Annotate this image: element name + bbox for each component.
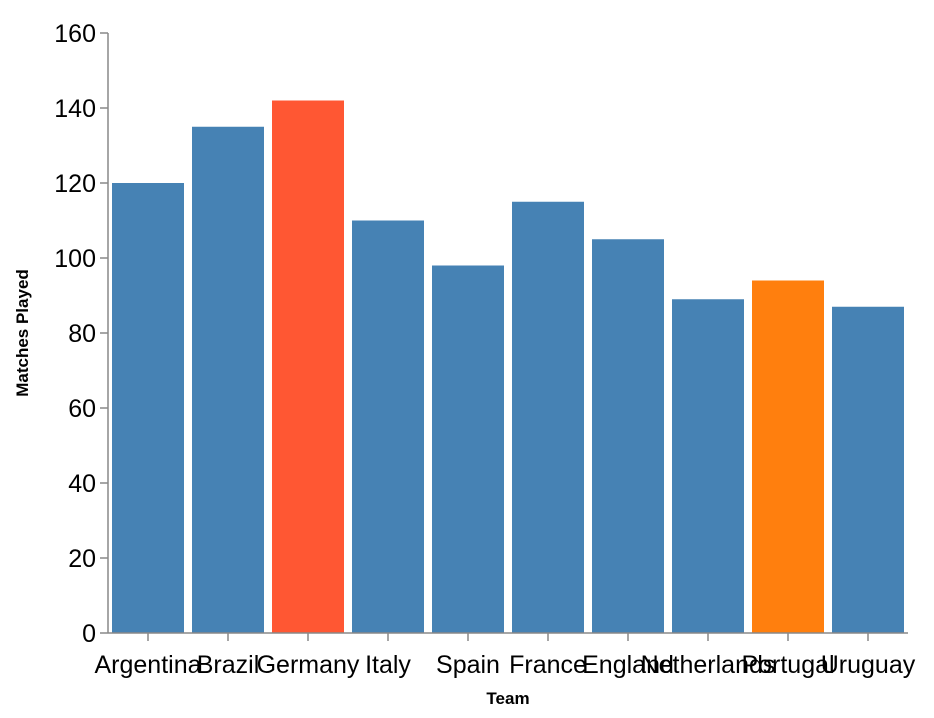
x-tick-label: Portugal bbox=[741, 651, 834, 679]
bar-portugal bbox=[752, 280, 824, 633]
bar-england bbox=[592, 239, 664, 633]
y-tick-label: 80 bbox=[68, 320, 96, 348]
x-tick-label: Brazil bbox=[197, 651, 260, 679]
x-tick-label: Spain bbox=[436, 651, 500, 679]
bar-argentina bbox=[112, 183, 184, 633]
y-tick-label: 40 bbox=[68, 470, 96, 498]
x-tick-label: Germany bbox=[257, 651, 360, 679]
y-tick-label: 0 bbox=[82, 620, 96, 648]
bar-france bbox=[512, 201, 584, 633]
y-tick-label: 140 bbox=[54, 95, 96, 123]
x-tick-label: Argentina bbox=[94, 651, 201, 679]
y-tick-label: 160 bbox=[54, 20, 96, 48]
bars-group bbox=[112, 100, 904, 633]
bar-italy bbox=[352, 220, 424, 633]
bar-germany bbox=[272, 100, 344, 633]
bar-spain bbox=[432, 265, 504, 633]
y-tick-label: 100 bbox=[54, 245, 96, 273]
y-axis-title: Matches Played bbox=[13, 269, 32, 397]
y-tick-label: 60 bbox=[68, 395, 96, 423]
y-axis: 0 20 40 60 80 100 120 140 160 bbox=[54, 20, 109, 648]
x-tick-label: Uruguay bbox=[821, 651, 916, 679]
x-tick-label: Italy bbox=[365, 651, 411, 679]
bar-uruguay bbox=[832, 306, 904, 633]
bar-brazil bbox=[192, 126, 264, 633]
y-tick-label: 120 bbox=[54, 170, 96, 198]
x-tick-label: France bbox=[509, 651, 587, 679]
x-tick-label: Netherlands bbox=[641, 651, 776, 679]
y-tick-label: 20 bbox=[68, 545, 96, 573]
bar-netherlands bbox=[672, 299, 744, 633]
x-axis-title: Team bbox=[486, 689, 529, 708]
x-tick-label: England bbox=[582, 651, 674, 679]
